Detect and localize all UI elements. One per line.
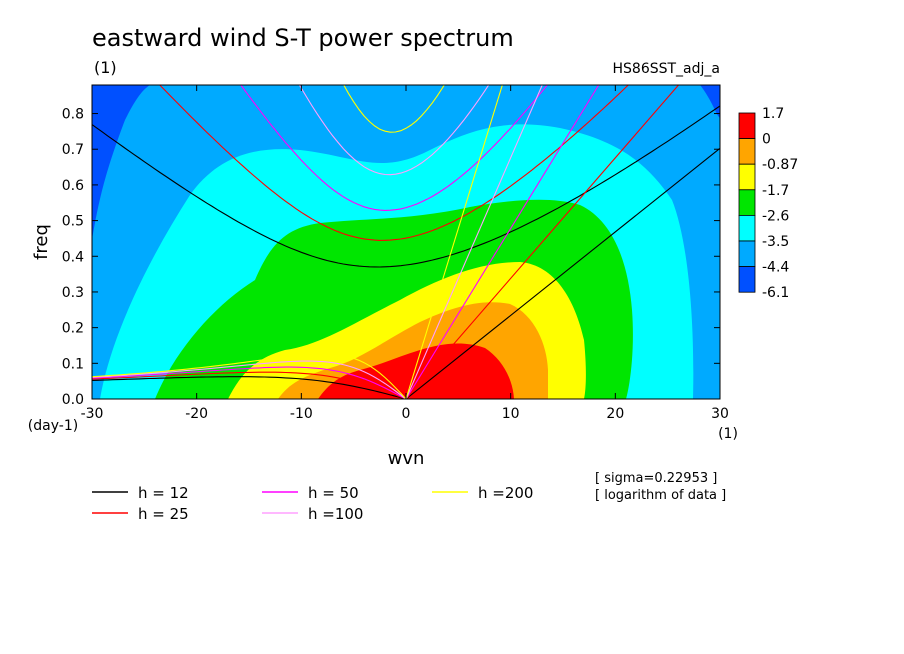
dispersion-curve-h100 [92,360,407,399]
x-axis: -30 -20 -10 0 10 20 30 [81,85,729,422]
colorbar-swatch [738,112,756,140]
y-tick-label: 0.6 [62,178,84,194]
x-axis-label: wvn [388,448,425,469]
x-tick-label: 0 [402,406,411,422]
legend: h = 12 h = 25 h = 50 h =100 h =200 [92,484,533,523]
x-tick-label: -30 [81,406,104,422]
legend-label: h = 50 [308,484,359,502]
y-tick-label: 0.5 [62,214,84,230]
x-tick-label: 20 [606,406,624,422]
dispersion-curve-h25 [92,371,407,399]
colorbar-swatch [738,163,756,191]
chart-subtitle-left: (1) [94,58,117,77]
y-tick-label: 0.2 [62,321,84,337]
colorbar-swatch [738,138,756,165]
log-note: [ logarithm of data ] [595,488,726,503]
colorbar-label: -4.4 [762,260,789,276]
y-axis-label: freq [31,224,52,260]
dispersion-curve-h50 [92,366,407,399]
dispersion-curve-h100 [405,85,543,399]
y-tick-label: 0.8 [62,107,84,123]
colorbar-swatch [738,240,756,268]
colorbar-label: 1.7 [762,106,784,122]
legend-label: h =100 [308,505,363,523]
chart-title: eastward wind S-T power spectrum [92,24,514,52]
colorbar-swatch [738,214,756,242]
x-tick-label: -20 [185,406,208,422]
x-axis-unit: (1) [718,426,738,442]
dispersion-curve-h100 [298,85,490,176]
y-tick-label: 0.3 [62,285,84,301]
colorbar-label: -3.5 [762,234,789,250]
colorbar-label: 0 [762,132,771,148]
colorbar-swatch [738,266,756,293]
dispersion-curve-h50 [405,85,600,399]
x-tick-label: -10 [290,406,313,422]
dispersion-curves [92,85,720,399]
legend-label: h = 25 [138,505,189,523]
y-axis-unit: (day-1) [28,418,78,434]
dispersion-curve-h12 [92,376,407,399]
y-tick-label: 0.1 [62,356,84,372]
dispersion-curve-h200 [343,85,445,133]
dispersion-curve-h50 [240,85,549,211]
y-tick-label: 0.0 [62,392,84,408]
x-tick-label: 30 [711,406,729,422]
colorbar-label: -0.87 [762,157,798,173]
sigma-note: [ sigma=0.22953 ] [595,471,717,486]
chart-subtitle-right: HS86SST_adj_a [613,61,721,77]
colorbar-swatch [738,189,756,216]
colorbar-label: -2.6 [762,208,789,224]
dispersion-curve-h200 [405,85,503,399]
dispersion-curve-h25 [158,85,630,241]
dispersion-curve-h12 [92,105,720,268]
dispersion-curve-h25 [405,85,680,399]
legend-label: h = 12 [138,484,189,502]
y-axis: 0.0 0.1 0.2 0.3 0.4 0.5 0.6 0.7 0.8 [62,107,720,408]
colorbar-label: -1.7 [762,183,789,199]
y-tick-label: 0.7 [62,142,84,158]
y-tick-label: 0.4 [62,249,84,265]
x-tick-label: 10 [502,406,520,422]
legend-label: h =200 [478,484,533,502]
plot-area [92,85,720,399]
dispersion-curve-h200 [92,353,407,399]
dispersion-curve-h12 [405,147,720,399]
colorbar-label: -6.1 [762,285,789,301]
color-bar: 1.7 0 -0.87 -1.7 -2.6 -3.5 -4.4 -6.1 [738,106,798,301]
